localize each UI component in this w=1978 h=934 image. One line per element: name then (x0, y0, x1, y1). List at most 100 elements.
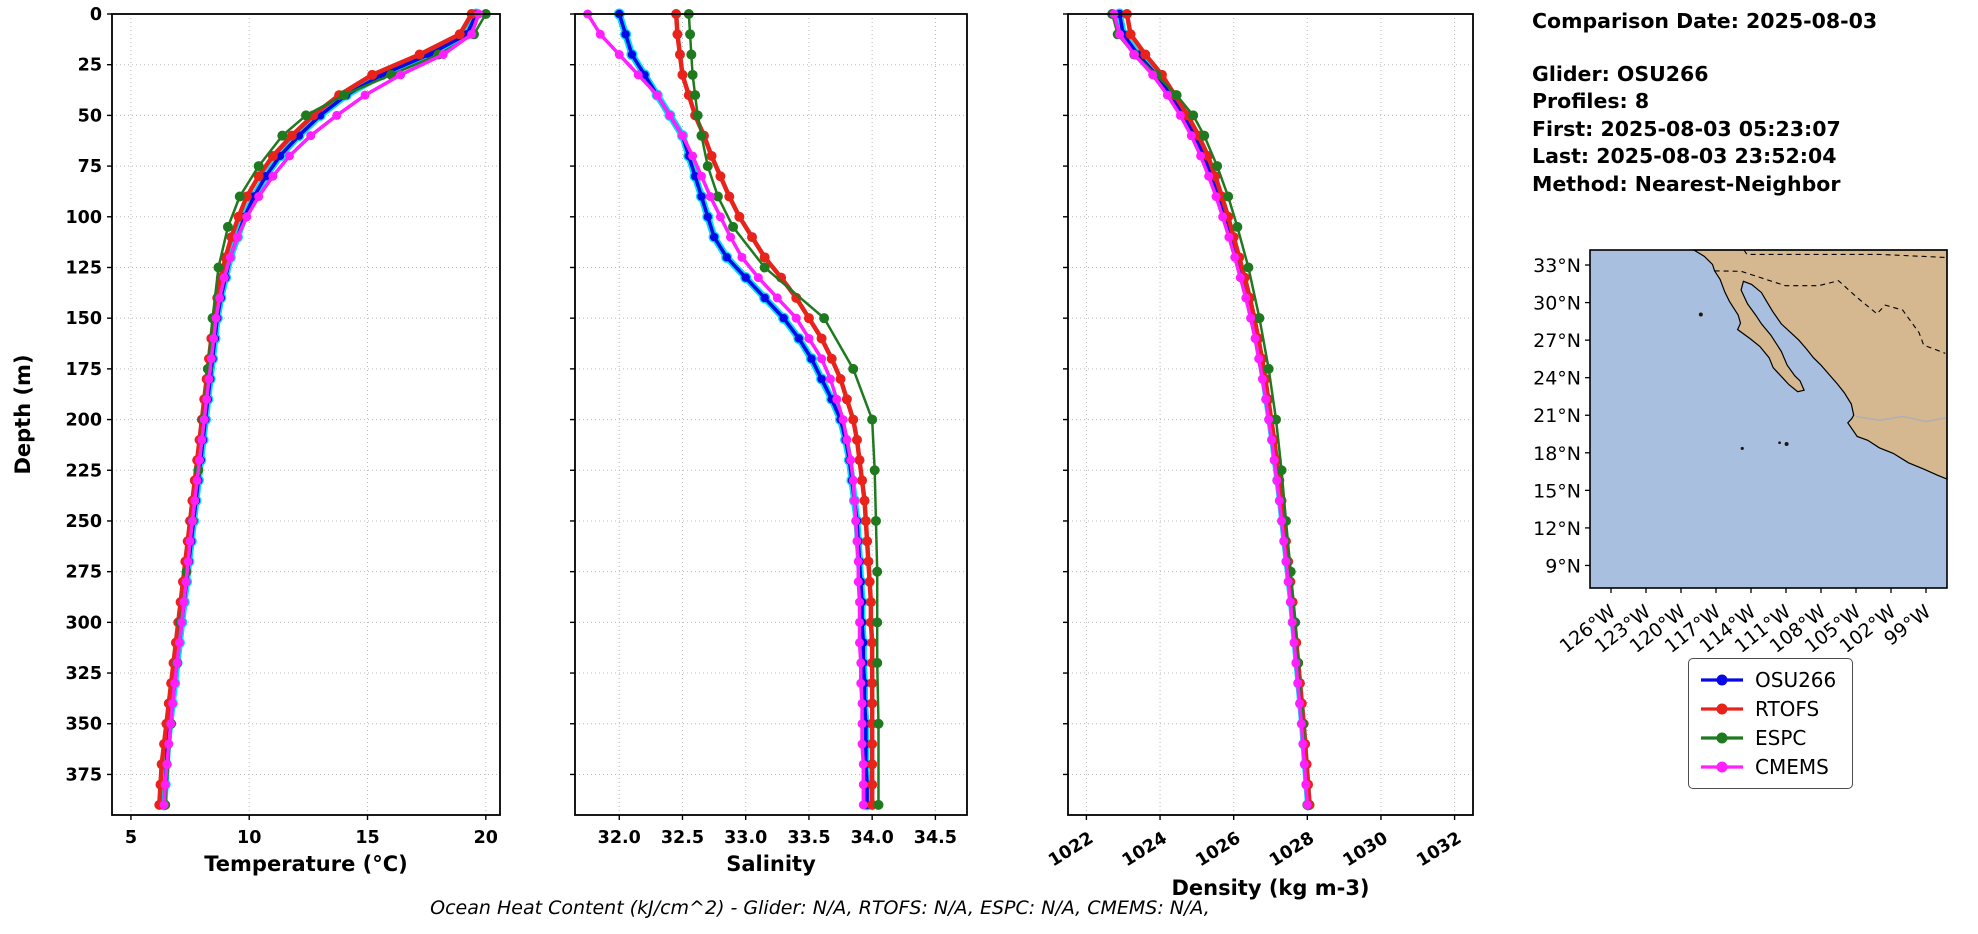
svg-text:Temperature (°C): Temperature (°C) (204, 852, 407, 876)
salinity-plot: 32.0 32.5 33.0 33.5 34.0 34.5 Salinity (570, 8, 968, 876)
map-plot: 33°N30°N27°N24°N21°N18°N15°N12°N9°N126°W… (1533, 249, 1948, 658)
salinity-series-ESPC (683, 9, 884, 810)
legend-label: OSU266 (1755, 668, 1837, 692)
svg-text:50: 50 (78, 106, 102, 126)
axis-ticks: 32.0 32.5 33.0 33.5 34.0 34.5 (570, 13, 957, 848)
svg-text:5: 5 (125, 828, 137, 848)
svg-text:Salinity: Salinity (726, 852, 816, 876)
svg-text:27°N: 27°N (1533, 330, 1581, 352)
svg-text:12°N: 12°N (1533, 518, 1581, 540)
map-frame (1589, 249, 1948, 589)
density-series-OSU266 (1115, 9, 1313, 810)
axis-ticks: 5 10 15 20025507510012515017520022525027530… (65, 5, 498, 848)
method-text: Method: Nearest-Neighbor (1532, 171, 1841, 196)
temperature-plot: 5 10 15 20025507510012515017520022525027530… (11, 5, 501, 876)
svg-text:15: 15 (355, 828, 379, 848)
density-series-ESPC (1107, 9, 1313, 810)
temperature-series-RTOFS (154, 9, 477, 810)
legend-label: ESPC (1755, 726, 1807, 750)
svg-text:25: 25 (78, 56, 102, 76)
legend-label: CMEMS (1755, 755, 1829, 779)
glider-name-text: Glider: OSU266 (1532, 61, 1709, 86)
svg-text:375: 375 (65, 765, 102, 785)
legend-line-marker-icon (1701, 732, 1743, 744)
island-dot (1740, 446, 1744, 451)
svg-text:10: 10 (237, 828, 261, 848)
density-series-glider-profiles (1114, 8, 1314, 811)
svg-text:9°N: 9°N (1545, 555, 1581, 577)
island-dot (1784, 442, 1789, 447)
svg-text:32.0: 32.0 (598, 828, 641, 848)
legend-label: RTOFS (1755, 697, 1820, 721)
svg-text:Density (kg m-3): Density (kg m-3) (1171, 876, 1369, 900)
svg-text:250: 250 (65, 512, 102, 532)
axes-frame (111, 13, 501, 816)
last-profile-time-text: Last: 2025-08-03 23:52:04 (1532, 144, 1837, 168)
svg-text:1032: 1032 (1413, 828, 1465, 871)
river-line (1855, 415, 1948, 423)
density-profile-chart: 1022 1024 1026 1028 1030 1032 Density (kg m-3) (980, 0, 1490, 909)
svg-text:300: 300 (65, 613, 102, 633)
svg-text:350: 350 (65, 715, 102, 735)
salinity-series-RTOFS (671, 9, 878, 810)
svg-text:30°N: 30°N (1533, 293, 1581, 315)
salinity-series-CMEMS (583, 9, 868, 810)
svg-text:15°N: 15°N (1533, 480, 1581, 502)
legend-item-espc: ESPC (1699, 726, 1836, 750)
svg-text:325: 325 (65, 664, 102, 684)
gridlines (575, 13, 967, 815)
axes-frame (1067, 13, 1474, 816)
info-spacer (1532, 36, 1978, 61)
legend-item-cmems: CMEMS (1699, 755, 1836, 779)
legend-item-rtofs: RTOFS (1699, 697, 1836, 721)
svg-text:125: 125 (65, 258, 102, 278)
state-border (1743, 249, 1948, 259)
legend-line-marker-icon (1701, 703, 1743, 715)
svg-text:75: 75 (78, 157, 102, 177)
svg-text:21°N: 21°N (1533, 405, 1581, 427)
first-profile-time-text: First: 2025-08-03 05:23:07 (1532, 116, 1841, 141)
temperature-profile-chart: 5 10 15 20 0 25 50 75 100 125 150 175 200 225 250 275 30… (0, 0, 520, 909)
island-dot (1698, 312, 1703, 317)
density-series-CMEMS (1109, 9, 1312, 810)
svg-text:1028: 1028 (1266, 828, 1318, 871)
axis-ticks: 1022 1024 1026 1028 1030 1032 (1045, 13, 1465, 871)
density-series-RTOFS (1121, 9, 1315, 810)
svg-text:1024: 1024 (1119, 828, 1171, 871)
svg-text:32.5: 32.5 (661, 828, 704, 848)
legend-box: OSU266 RTOFS ESPC CMEMS (1688, 658, 1854, 789)
legend-line-marker-icon (1701, 674, 1743, 686)
island-dot (1778, 441, 1781, 445)
svg-text:100: 100 (65, 208, 102, 228)
profiles-count-text: Profiles: 8 (1532, 89, 1650, 113)
svg-text:175: 175 (65, 360, 102, 380)
svg-text:150: 150 (65, 309, 102, 329)
svg-text:1030: 1030 (1340, 828, 1392, 871)
svg-text:34.5: 34.5 (914, 828, 957, 848)
temperature-series-CMEMS (159, 9, 484, 810)
salinity-series-glider-profiles (613, 8, 873, 811)
svg-text:1022: 1022 (1045, 828, 1097, 871)
svg-text:33°N: 33°N (1533, 255, 1581, 277)
ocean-heat-content-note: Ocean Heat Content (kJ/cm^2) - Glider: N… (430, 897, 1210, 919)
svg-text:33.5: 33.5 (787, 828, 830, 848)
density-plot: 1022 1024 1026 1028 1030 1032 Density (kg m-3) (1045, 8, 1474, 900)
svg-text:0: 0 (90, 5, 102, 25)
svg-text:200: 200 (65, 411, 102, 431)
info-panel: Comparison Date: 2025-08-03 Glider: OSU2… (1532, 8, 1978, 198)
svg-text:34.0: 34.0 (851, 828, 894, 848)
location-map: 33°N 30°N 27°N 24°N 21°N 18°N 15°N 12°N 9°N 126°W… (1512, 240, 1978, 696)
salinity-profile-chart: 32.0 32.5 33.0 33.5 34.0 34.5 Salinity (520, 0, 980, 909)
svg-text:275: 275 (65, 563, 102, 583)
svg-text:20: 20 (474, 828, 498, 848)
svg-text:18°N: 18°N (1533, 443, 1581, 465)
comparison-date-text: Comparison Date: 2025-08-03 (1532, 9, 1878, 33)
svg-text:225: 225 (65, 461, 102, 481)
svg-text:1026: 1026 (1192, 828, 1244, 871)
legend-line-marker-icon (1701, 761, 1743, 773)
us-mexico-border (1714, 270, 1946, 354)
svg-text:Depth (m): Depth (m) (11, 354, 35, 474)
land-area (1691, 249, 1948, 480)
axes-frame (574, 13, 968, 816)
